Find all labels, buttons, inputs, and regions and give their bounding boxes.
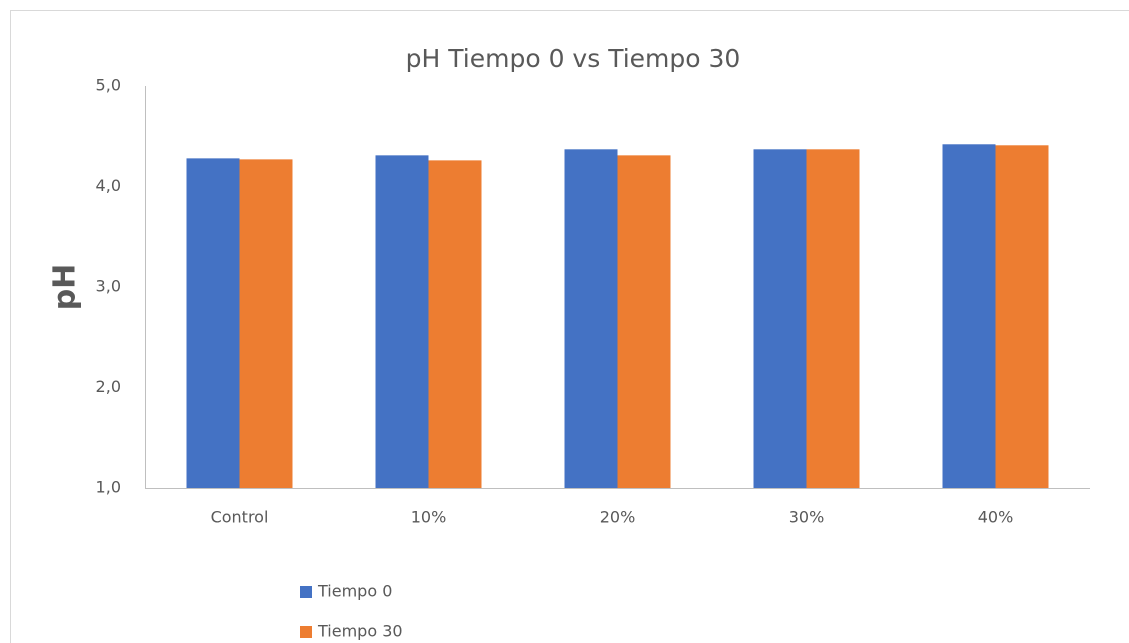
- legend-label: Tiempo 0: [317, 582, 392, 601]
- x-tick-label: Control: [211, 508, 269, 527]
- x-tick-label: 10%: [411, 508, 447, 527]
- bar: [753, 149, 807, 488]
- bar: [995, 145, 1049, 489]
- bar: [239, 159, 293, 489]
- legend-label: Tiempo 30: [317, 622, 403, 641]
- x-tick-label: 20%: [600, 508, 636, 527]
- bar: [617, 155, 671, 488]
- bar: [186, 158, 240, 489]
- y-axis-label: pH: [48, 264, 83, 311]
- y-tick-label: 3,0: [96, 277, 121, 296]
- y-tick-label: 5,0: [96, 76, 121, 95]
- bar: [806, 149, 860, 488]
- x-tick-label: 40%: [978, 508, 1014, 527]
- bar: [375, 155, 429, 488]
- bar: [564, 149, 618, 488]
- chart-title: pH Tiempo 0 vs Tiempo 30: [406, 44, 741, 73]
- y-tick-label: 2,0: [96, 377, 121, 396]
- legend-swatch: [300, 626, 312, 638]
- y-tick-label: 4,0: [96, 176, 121, 195]
- legend-swatch: [300, 586, 312, 598]
- bar: [942, 144, 996, 489]
- x-tick-label: 30%: [789, 508, 825, 527]
- y-tick-label: 1,0: [96, 478, 121, 497]
- bar: [428, 160, 482, 488]
